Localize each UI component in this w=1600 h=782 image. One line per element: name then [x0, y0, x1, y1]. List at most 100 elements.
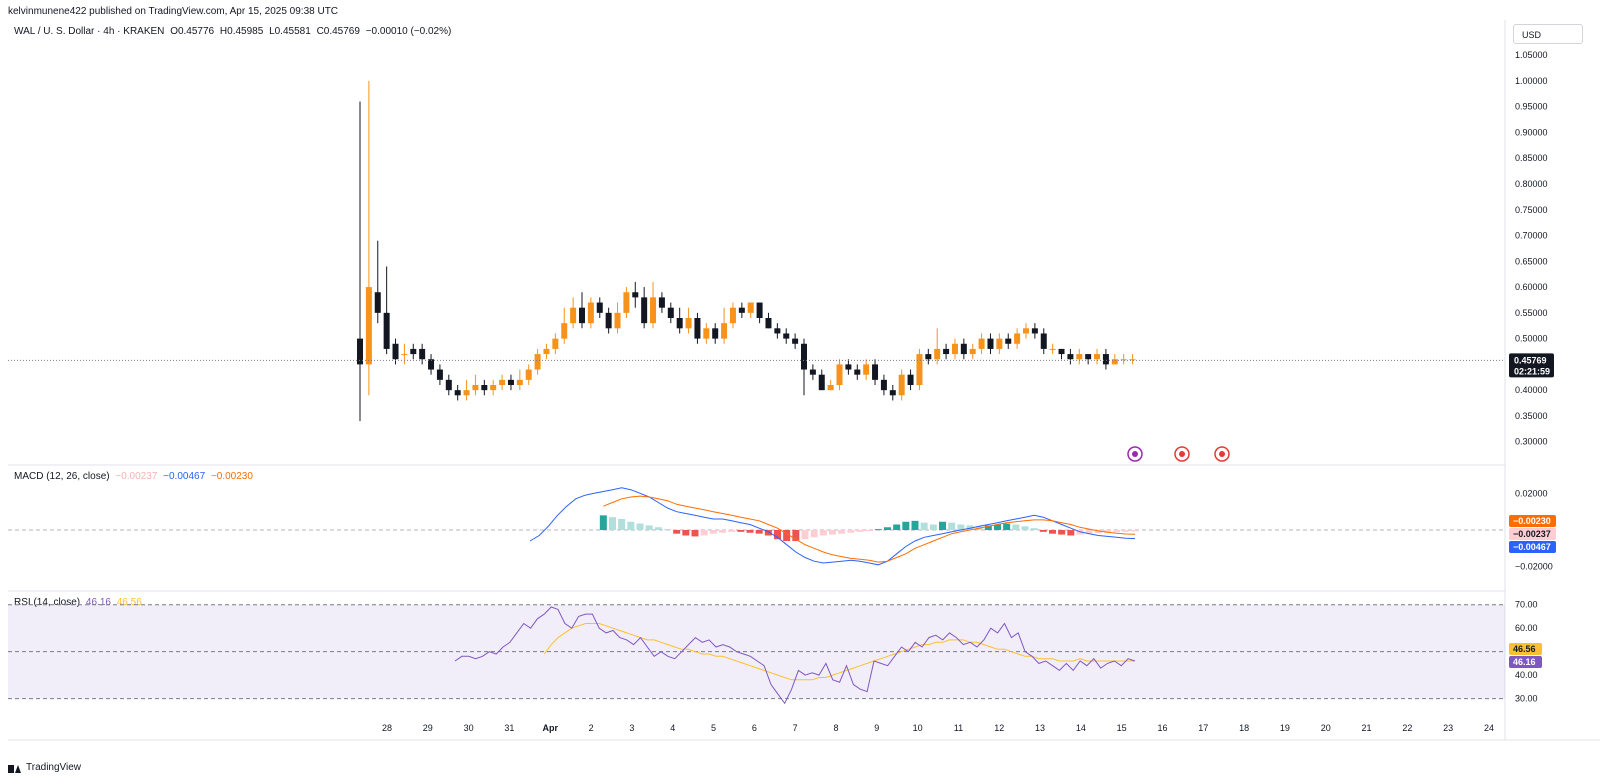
time-tick-label: 23 — [1443, 723, 1453, 733]
price-tick-label: 0.95000 — [1515, 102, 1548, 112]
candle-body — [703, 328, 710, 339]
macd-histogram-bar — [1113, 530, 1121, 533]
time-tick-label: 31 — [504, 723, 514, 733]
time-tick-label: 22 — [1402, 723, 1412, 733]
macd-histogram-bar — [1021, 526, 1029, 530]
candle-body — [1094, 354, 1101, 360]
rsi-title: RSI (14, close) — [14, 597, 81, 608]
macd-histogram-bar — [984, 525, 992, 530]
macd-histogram-bar — [709, 530, 717, 534]
macd-histogram-bar — [673, 530, 681, 534]
candle-body — [419, 348, 426, 360]
candle-body — [632, 292, 639, 298]
candle-body — [969, 348, 976, 355]
time-tick-label: 16 — [1157, 723, 1167, 733]
macd-signal-line — [603, 495, 1136, 563]
candle-body — [845, 364, 852, 370]
candle-body — [863, 364, 870, 375]
macd-histogram-bar — [865, 530, 873, 531]
candle-body — [809, 369, 816, 375]
rsi-value-tag-text: 46.56 — [1513, 644, 1536, 654]
candle-body — [1058, 348, 1065, 355]
macd-histogram-bar — [746, 530, 754, 533]
macd-histogram-bar — [957, 524, 965, 530]
candle-body — [1076, 354, 1083, 360]
time-tick-label: 2 — [589, 723, 594, 733]
candle-body — [383, 312, 390, 349]
candle-body — [561, 323, 568, 339]
candle-body — [747, 302, 754, 313]
price-change: −0.00010 (−0.02%) — [365, 26, 452, 37]
candle-body — [801, 343, 807, 370]
candle-body — [1049, 348, 1056, 350]
candle-body — [738, 307, 745, 313]
symbol-legend[interactable]: WAL / U. S. Dollar · 4h · KRAKEN O0.4577… — [14, 26, 454, 37]
macd-histogram-bar — [691, 530, 699, 537]
macd-histogram-bar — [1039, 530, 1047, 532]
price-tick-label: 0.40000 — [1515, 385, 1548, 395]
macd-value-tag-text: −0.00467 — [1513, 542, 1551, 552]
candle-body — [996, 338, 1003, 349]
candle-body — [490, 385, 497, 391]
macd-histogram-bar — [893, 524, 901, 530]
candle-body — [1023, 328, 1029, 334]
currency-label: USD — [1522, 30, 1542, 40]
candle-body — [854, 369, 861, 375]
macd-histogram-bar — [609, 517, 616, 530]
candle-body — [925, 354, 932, 360]
macd-legend[interactable]: MACD (12, 26, close) −0.00237 −0.00467 −… — [14, 471, 256, 482]
rsi-tick-label: 40.00 — [1515, 670, 1538, 680]
candle-body — [676, 318, 683, 329]
bar-countdown: 02:21:59 — [1514, 366, 1550, 376]
macd-tick-label: 0.02000 — [1515, 488, 1548, 498]
macd-histogram-bar — [810, 530, 818, 538]
price-tick-label: 1.05000 — [1515, 50, 1548, 60]
ohlc-open: O0.45776 — [170, 26, 215, 37]
candle-body — [880, 379, 887, 391]
price-tick-label: 0.90000 — [1515, 127, 1548, 137]
candle-body — [987, 338, 994, 349]
macd-histogram-bar — [654, 527, 662, 530]
macd-histogram-bar — [1003, 523, 1011, 530]
macd-histogram-bar — [627, 521, 635, 530]
rsi-tick-label: 70.00 — [1515, 600, 1538, 610]
candle-body — [392, 343, 399, 360]
price-tick-label: 0.70000 — [1515, 231, 1548, 241]
macd-title: MACD (12, 26, close) — [14, 471, 110, 482]
macd-histogram-bar — [819, 530, 827, 536]
macd-histogram-bar — [1067, 530, 1075, 536]
candle-body — [960, 343, 967, 355]
price-tick-label: 0.80000 — [1515, 179, 1548, 189]
macd-histogram-bar — [774, 530, 781, 540]
ohlc-low: L0.45581 — [269, 26, 311, 37]
candle-body — [436, 369, 443, 380]
macd-histogram-bar — [1104, 530, 1111, 533]
published-credit: kelvinmunene422 published on TradingView… — [8, 6, 339, 17]
candle-body — [1120, 359, 1127, 361]
time-tick-label: 5 — [711, 723, 716, 733]
time-tick-label: 9 — [874, 723, 879, 733]
time-tick-label: 12 — [994, 723, 1004, 733]
candle-body — [756, 302, 763, 318]
candle-body — [1014, 333, 1021, 344]
macd-line — [529, 487, 1136, 566]
candle-body — [1102, 354, 1109, 365]
price-tick-label: 0.30000 — [1515, 437, 1548, 447]
macd-histogram-bar — [664, 529, 671, 531]
price-tick-label: 0.75000 — [1515, 205, 1548, 215]
macd-line-value: −0.00467 — [163, 471, 206, 482]
currency-selector[interactable]: USD — [1513, 24, 1583, 44]
ohlc-close: C0.45769 — [316, 26, 360, 37]
time-tick-label: Apr — [543, 723, 559, 733]
candle-body — [552, 338, 559, 349]
macd-hist-value: −0.00237 — [115, 471, 158, 482]
candle-body — [1111, 359, 1118, 365]
candle-body — [587, 302, 594, 324]
candle-body — [499, 379, 506, 385]
candle-body — [401, 354, 408, 356]
rsi-legend[interactable]: RSI (14, close) 46.16 46.56 — [14, 597, 145, 608]
time-tick-label: 17 — [1198, 723, 1208, 733]
macd-histogram-bar — [994, 524, 1001, 530]
macd-histogram-bar — [682, 530, 690, 536]
